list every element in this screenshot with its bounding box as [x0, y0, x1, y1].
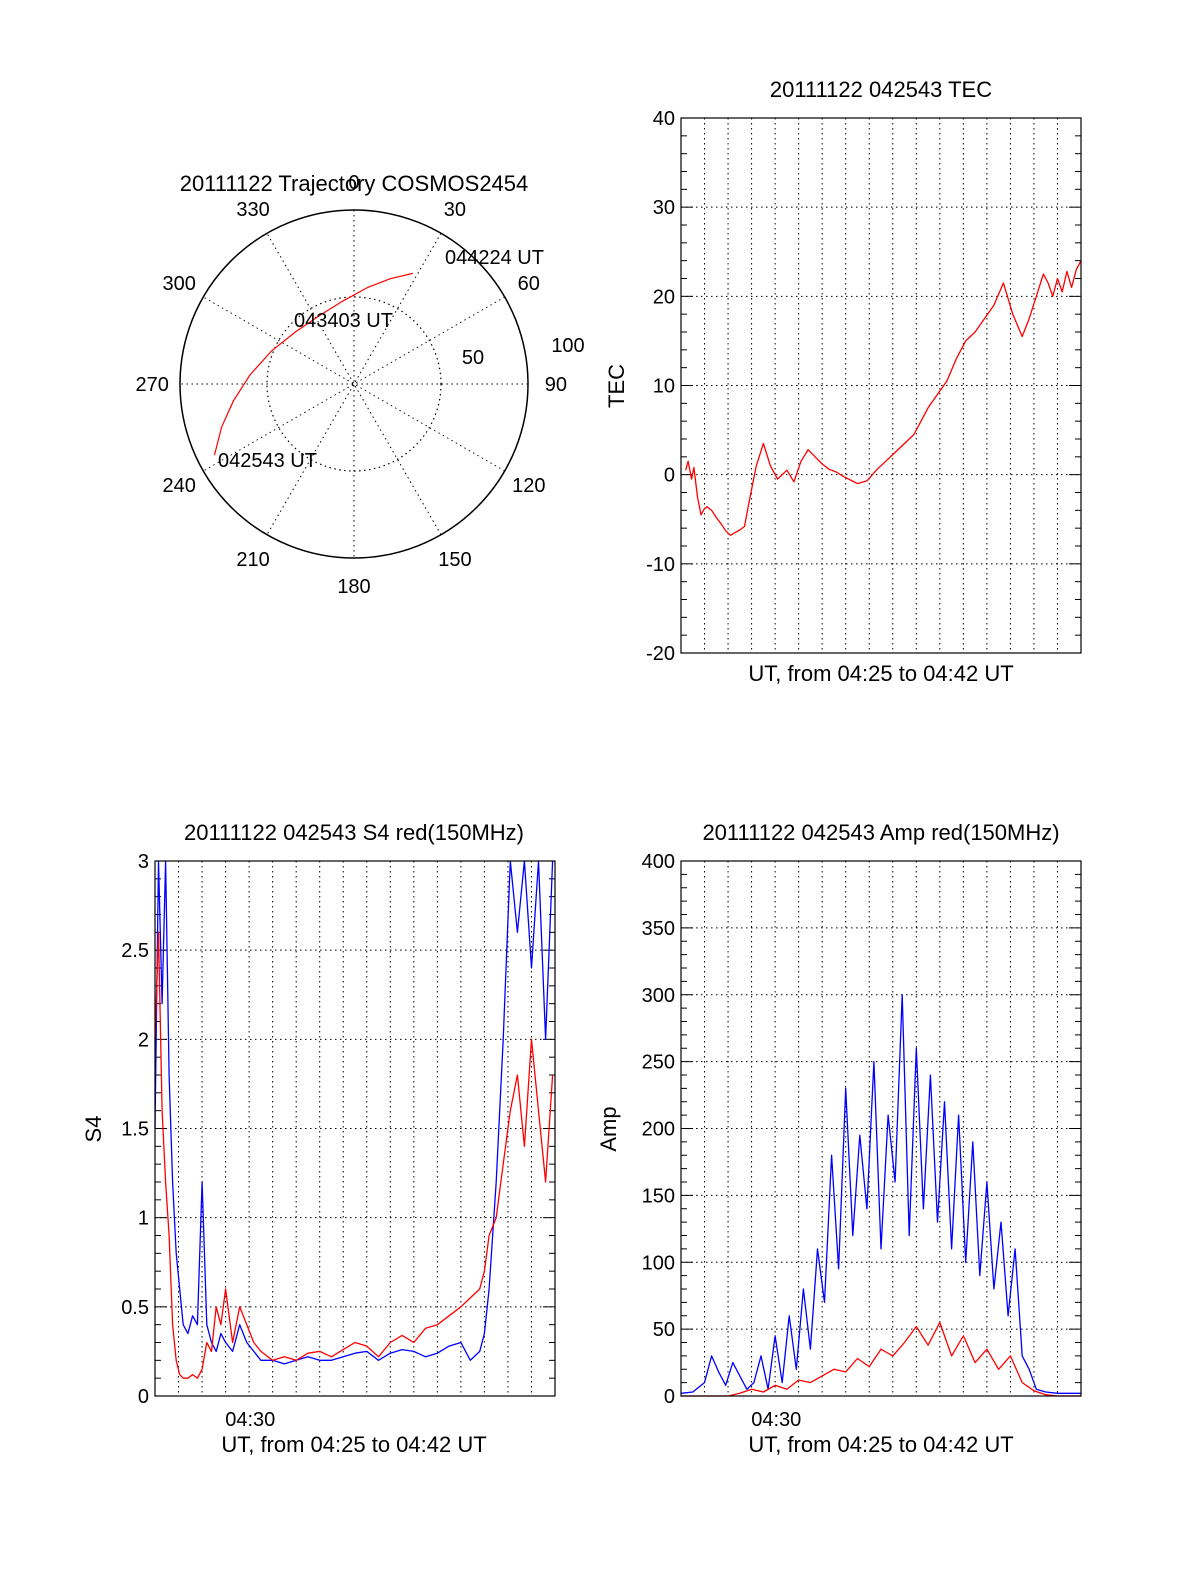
s4-title: 20111122 042543 S4 red(150MHz)	[184, 820, 524, 845]
amp-x-tick-labels: 04:30	[751, 1409, 801, 1431]
y-tick-label: -10	[646, 554, 675, 576]
y-tick-label: 50	[653, 1319, 675, 1341]
polar-annotation-start: 042543 UT	[218, 450, 317, 472]
y-tick-label: 0	[138, 1386, 149, 1408]
s4-frame	[154, 860, 556, 1397]
y-tick-label: 400	[642, 851, 675, 873]
y-tick-label: 300	[642, 985, 675, 1007]
tec-title: 20111122 042543 TEC	[770, 77, 992, 102]
polar-azimuth-label: 300	[163, 273, 196, 295]
y-tick-label: 150	[642, 1185, 675, 1207]
amp-y-tick-labels: 0 50 100 150 200 250 300 350 400	[642, 851, 675, 1408]
polar-spokes	[180, 210, 528, 558]
polar-title: 20111122 Trajectory COSMOS2454	[180, 171, 529, 196]
y-tick-label: 20	[653, 286, 675, 308]
amp-x-label: UT, from 04:25 to 04:42 UT	[748, 1432, 1013, 1457]
polar-azimuth-label: 150	[438, 549, 471, 571]
polar-radial-label-100: 100	[551, 335, 584, 357]
y-tick-label: 100	[642, 1252, 675, 1274]
polar-azimuth-label: 270	[135, 374, 168, 396]
tec-panel: 20111122 042543 TEC -20 -10 0 10 20 30 40 UT, …	[604, 77, 1082, 686]
s4-y-tick-labels: 0 0.5 1 1.5 2 2.5 3	[121, 851, 149, 1408]
y-tick-label: -20	[646, 643, 675, 665]
polar-spoke	[266, 233, 442, 535]
tec-y-tick-labels: -20 -10 0 10 20 30 40	[646, 108, 675, 665]
series-line	[685, 260, 1082, 536]
y-tick-label: 30	[653, 197, 675, 219]
s4-x-tick-labels: 04:30	[225, 1409, 275, 1431]
polar-trajectory-line	[213, 272, 413, 456]
polar-panel: 20111122 Trajectory COSMOS2454 0 30 60 90 12…	[135, 171, 584, 598]
y-tick-label: 0	[664, 465, 675, 487]
tec-x-label: UT, from 04:25 to 04:42 UT	[748, 661, 1013, 686]
amp-y-label: Amp	[596, 1106, 621, 1151]
y-tick-label: 0.5	[121, 1297, 149, 1319]
amp-series	[680, 994, 1081, 1397]
polar-annotation-mid: 043403 UT	[294, 310, 393, 332]
polar-azimuth-label: 240	[163, 475, 196, 497]
s4-grid	[155, 860, 555, 1397]
polar-annotation-end: 044224 UT	[445, 247, 544, 269]
polar-azimuth-labels: 0 30 60 90 120 150 180 210 240 270 300 330	[135, 172, 566, 598]
tec-y-label: TEC	[604, 364, 629, 408]
polar-spoke	[266, 233, 442, 535]
y-tick-label: 1.5	[121, 1119, 149, 1141]
polar-azimuth-label: 180	[337, 576, 370, 598]
series-line	[680, 994, 1081, 1394]
y-tick-label: 1	[138, 1208, 149, 1230]
amp-grid	[681, 860, 1081, 1397]
amp-frame	[680, 860, 1082, 1397]
y-tick-label: 3	[138, 851, 149, 873]
y-tick-label: 2.5	[121, 940, 149, 962]
s4-y-label: S4	[81, 1116, 106, 1143]
y-tick-label: 40	[653, 108, 675, 130]
s4-series	[154, 860, 554, 1379]
polar-azimuth-label: 60	[518, 273, 540, 295]
s4-panel: 20111122 042543 S4 red(150MHz) 0 0.5 1 1.5 2…	[81, 820, 556, 1457]
x-tick-label: 04:30	[751, 1409, 801, 1431]
x-tick-label: 04:30	[225, 1409, 275, 1431]
polar-radial-label-50: 50	[462, 347, 484, 369]
series-line	[681, 1321, 1081, 1397]
polar-azimuth-label: 120	[512, 475, 545, 497]
y-tick-label: 2	[138, 1029, 149, 1051]
y-tick-label: 250	[642, 1052, 675, 1074]
tec-grid	[681, 117, 1081, 654]
y-tick-label: 10	[653, 376, 675, 398]
series-line	[154, 931, 554, 1379]
amp-panel: 20111122 042543 Amp red(150MHz) 0 50 100 15…	[596, 820, 1082, 1457]
s4-x-label: UT, from 04:25 to 04:42 UT	[221, 1432, 486, 1457]
y-tick-label: 350	[642, 918, 675, 940]
amp-title: 20111122 042543 Amp red(150MHz)	[702, 820, 1059, 845]
polar-azimuth-label: 90	[545, 374, 567, 396]
polar-azimuth-label: 330	[236, 199, 269, 221]
polar-azimuth-label: 210	[236, 549, 269, 571]
series-line	[154, 860, 554, 1365]
polar-azimuth-label: 0	[348, 172, 359, 194]
y-tick-label: 0	[664, 1386, 675, 1408]
y-tick-label: 200	[642, 1119, 675, 1141]
polar-azimuth-label: 30	[444, 199, 466, 221]
tec-series	[685, 260, 1082, 536]
tec-frame	[680, 117, 1082, 654]
